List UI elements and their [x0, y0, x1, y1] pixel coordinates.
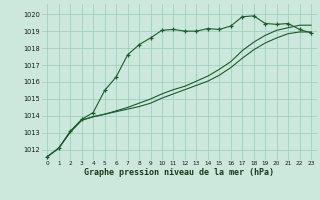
X-axis label: Graphe pression niveau de la mer (hPa): Graphe pression niveau de la mer (hPa) [84, 168, 274, 177]
